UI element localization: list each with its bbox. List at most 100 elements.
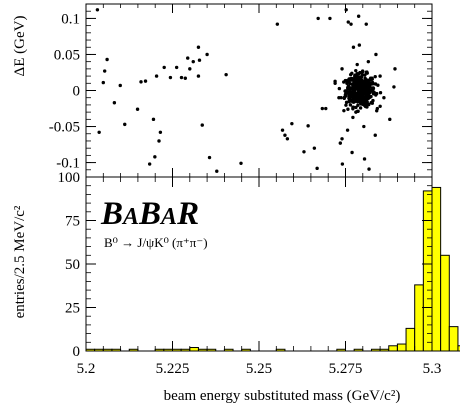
scatter-point [168, 75, 173, 80]
scatter-point [302, 150, 306, 154]
cluster-point [375, 109, 379, 113]
scatter-point [357, 43, 362, 47]
cluster-point [351, 105, 356, 109]
scatter-point [338, 141, 343, 145]
scatter-point [350, 150, 354, 155]
histogram-bar [189, 347, 199, 352]
bottom-y-tick-label: 25 [65, 301, 80, 317]
cluster-point [354, 79, 358, 83]
scatter-point [188, 67, 192, 71]
cluster-point [346, 91, 351, 95]
cluster-point [350, 71, 354, 75]
cluster-point [337, 86, 342, 91]
top-y-axis-label: ΔE (GeV) [12, 16, 28, 77]
top-y-tick-label: -0.1 [56, 156, 80, 172]
cluster-point [372, 91, 376, 95]
scatter-point [392, 85, 396, 89]
cluster-point [370, 82, 374, 86]
scatter-point [373, 133, 377, 137]
cluster-point [363, 73, 367, 77]
scatter-point [340, 162, 345, 166]
scatter-point [153, 155, 157, 159]
top-y-tick-label: 0.05 [54, 47, 80, 63]
scatter-point [316, 16, 320, 21]
scatter-point [200, 123, 204, 127]
bottom-y-tick-label: 50 [65, 257, 80, 273]
scatter-point [151, 117, 156, 122]
cluster-point [348, 77, 353, 81]
scatter-point [97, 130, 101, 135]
scatter-point [179, 75, 184, 80]
cluster-point [378, 104, 382, 108]
scatter-point [340, 137, 344, 141]
scatter-point [154, 74, 159, 78]
cluster-point [352, 94, 356, 99]
x-tick-label: 5.3 [423, 361, 442, 377]
top-scatter-panel: 0.1 0.05 0 -0.05 -0.1 [49, 3, 433, 178]
cluster-point [345, 78, 350, 83]
decay-label: B⁰ → J/ψK⁰ (π⁺π⁻) [104, 235, 208, 250]
scatter-point [215, 169, 219, 173]
scatter-point [143, 79, 148, 83]
scatter-point [147, 162, 152, 166]
cluster-point [366, 90, 371, 95]
scatter-point [388, 117, 392, 122]
histogram-bar [422, 190, 433, 352]
scatter-point [239, 161, 243, 166]
scatter-point [283, 133, 287, 137]
cluster-point [347, 96, 351, 101]
cluster-point [369, 77, 373, 81]
scatter-point [118, 83, 122, 88]
cluster-point [378, 90, 383, 95]
cluster-point [352, 84, 356, 88]
scatter-point [224, 72, 228, 77]
scatter-point [135, 107, 140, 111]
scatter-point [196, 74, 201, 78]
scatter-point [378, 74, 382, 78]
scatter-point [95, 8, 100, 12]
scatter-point [356, 14, 361, 18]
histogram-bar [431, 186, 442, 352]
scatter-point [346, 107, 350, 111]
cluster-point [351, 115, 355, 120]
cluster-point [358, 86, 362, 91]
top-y-tick-label: 0.1 [61, 11, 80, 27]
cluster-point [365, 82, 370, 87]
scatter-point [362, 124, 366, 129]
cluster-point [342, 96, 346, 101]
cluster-point [369, 100, 373, 105]
scatter-point [374, 52, 378, 57]
top-y-tick-label: 0 [73, 84, 81, 100]
scatter-point [105, 57, 109, 62]
cluster-point [364, 77, 368, 82]
scatter-point [393, 67, 397, 71]
scatter-point [123, 122, 127, 127]
cluster-point [347, 85, 352, 90]
cluster-point [376, 83, 380, 87]
scatter-point [101, 80, 106, 85]
cluster-point [348, 103, 353, 107]
top-plot-frame [85, 3, 433, 178]
scatter-point [345, 128, 350, 132]
cluster-point [342, 108, 346, 113]
cluster-point [358, 106, 363, 110]
histogram-bar [396, 343, 407, 352]
top-y-tick-label: -0.05 [49, 120, 80, 136]
histogram-bar [440, 254, 450, 352]
x-axis-label: beam energy substituted mass (GeV/c²) [164, 388, 401, 404]
scatter-point [280, 128, 285, 132]
histogram-bar [457, 345, 460, 352]
cluster-point [365, 87, 370, 91]
scatter-point [102, 69, 107, 73]
bottom-y-tick-label: 0 [73, 344, 81, 360]
cluster-point [348, 82, 352, 86]
scatter-point [320, 106, 325, 111]
x-tick-label: 5.275 [329, 361, 363, 377]
scatter-point [285, 137, 290, 141]
babar-logo: BABAR [100, 196, 199, 232]
x-tick-label: 5.25 [246, 361, 272, 377]
cluster-point [358, 93, 363, 98]
cluster-point [365, 97, 369, 101]
scatter-point [196, 45, 201, 49]
cluster-point [355, 71, 359, 76]
